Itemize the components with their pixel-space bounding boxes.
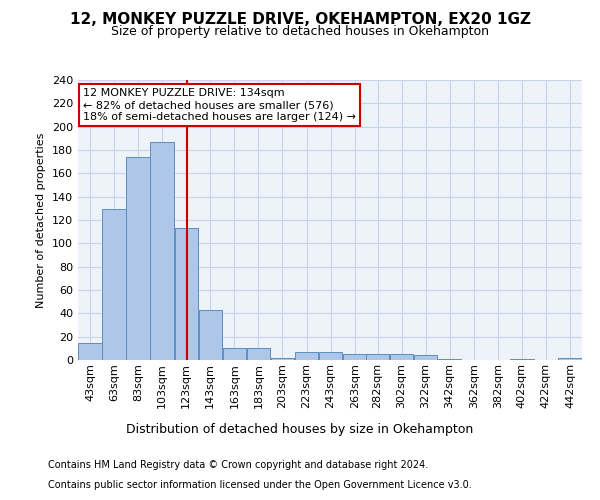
Y-axis label: Number of detached properties: Number of detached properties (37, 132, 46, 308)
Bar (295, 352, 318, 360)
Bar (103, 210, 126, 360)
Bar (127, 157, 150, 360)
Bar (151, 142, 174, 360)
Bar (319, 352, 343, 360)
Bar (390, 354, 413, 360)
Bar (79, 342, 102, 360)
Bar (247, 348, 270, 360)
Bar (199, 310, 222, 360)
Bar (438, 359, 461, 360)
Bar (510, 359, 533, 360)
Bar (223, 348, 246, 360)
Bar (558, 358, 581, 360)
Bar (343, 354, 367, 360)
Bar (366, 354, 389, 360)
Text: 12, MONKEY PUZZLE DRIVE, OKEHAMPTON, EX20 1GZ: 12, MONKEY PUZZLE DRIVE, OKEHAMPTON, EX2… (70, 12, 530, 28)
Text: 12 MONKEY PUZZLE DRIVE: 134sqm
← 82% of detached houses are smaller (576)
18% of: 12 MONKEY PUZZLE DRIVE: 134sqm ← 82% of … (83, 88, 356, 122)
Bar (271, 358, 294, 360)
Bar (414, 356, 437, 360)
Text: Contains public sector information licensed under the Open Government Licence v3: Contains public sector information licen… (48, 480, 472, 490)
Bar (175, 228, 198, 360)
Text: Size of property relative to detached houses in Okehampton: Size of property relative to detached ho… (111, 25, 489, 38)
Text: Contains HM Land Registry data © Crown copyright and database right 2024.: Contains HM Land Registry data © Crown c… (48, 460, 428, 470)
Text: Distribution of detached houses by size in Okehampton: Distribution of detached houses by size … (127, 422, 473, 436)
